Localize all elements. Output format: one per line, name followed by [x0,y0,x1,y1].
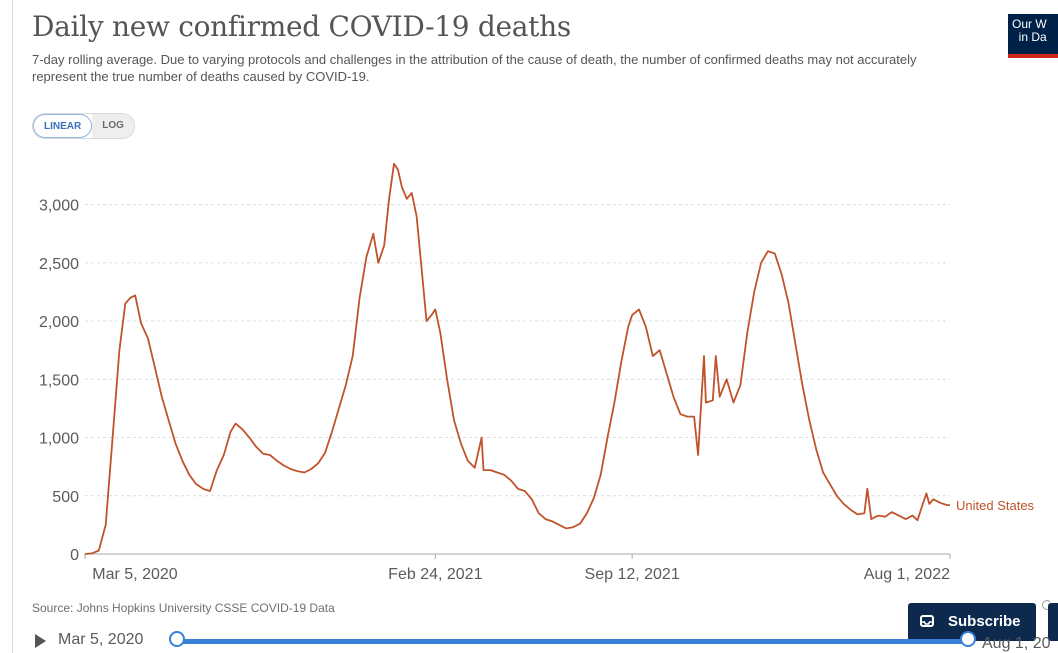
timeline-start-date: Mar 5, 2020 [58,631,144,648]
log-scale-button[interactable]: LOG [92,114,134,138]
timeline-track[interactable] [177,639,967,644]
x-tick-label: Sep 12, 2021 [585,566,680,583]
inbox-icon [920,615,934,627]
play-icon[interactable] [35,634,46,648]
y-tick-label: 2,000 [39,314,79,331]
series-label: United States [956,498,1035,513]
partial-button[interactable] [1048,603,1058,641]
timeline-slider: Mar 5, 2020 Aug 1, 20 [0,626,1058,653]
timeline-end-handle[interactable] [960,631,976,647]
source-note[interactable]: Source: Johns Hopkins University CSSE CO… [32,601,335,615]
chart-title: Daily new confirmed COVID-19 deaths [32,10,571,43]
x-tick-label: Feb 24, 2021 [388,566,482,583]
series-line-united-states [84,162,950,555]
timeline-end-date: Aug 1, 20 [982,635,1051,652]
chart-subtitle: 7-day rolling average. Due to varying pr… [32,52,917,84]
y-tick-label: 1,500 [39,372,79,389]
x-tick-label: Mar 5, 2020 [92,566,177,583]
y-tick-label: 500 [52,489,79,506]
subscribe-label: Subscribe [948,613,1021,630]
timeline-start-handle[interactable] [169,631,185,647]
logo-text: Our W in Da [1012,17,1047,44]
y-tick-label: 3,000 [39,198,79,215]
scale-toggle: LINEAR LOG [32,113,135,139]
y-tick-label: 0 [70,547,79,564]
panel-left-border [12,0,13,653]
partial-icon [1042,600,1052,610]
owid-logo[interactable]: Our W in Da [1008,14,1058,58]
y-tick-label: 1,000 [39,431,79,448]
linear-scale-button[interactable]: LINEAR [33,114,93,138]
y-tick-label: 2,500 [39,256,79,273]
x-tick-label: Aug 1, 2022 [864,566,950,583]
logo-accent-bar [1008,54,1058,58]
line-chart: 0 500 1,000 1,500 2,000 2,500 3,000 Mar 5, 2020… [39,162,1035,583]
